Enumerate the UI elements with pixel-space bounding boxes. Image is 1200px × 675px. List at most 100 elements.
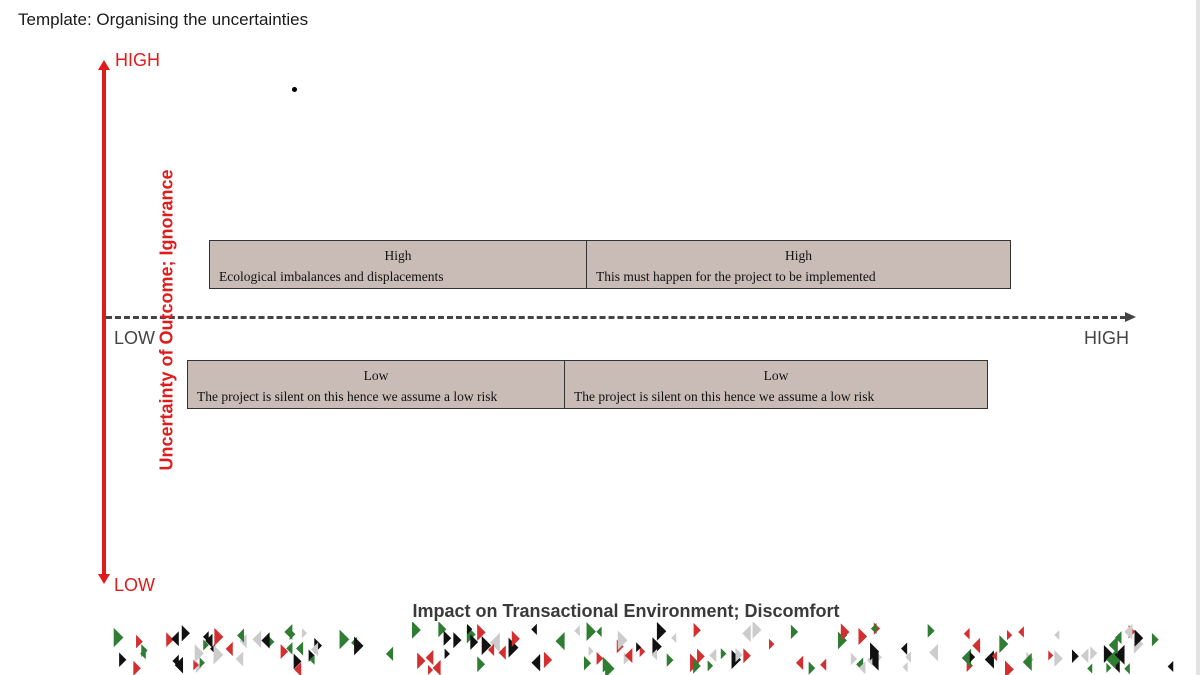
decor-triangle [412, 622, 421, 639]
decor-triangle [432, 659, 441, 675]
decor-triangle [858, 627, 868, 646]
decor-triangle [477, 623, 486, 641]
decor-triangle [927, 623, 935, 638]
uncertainty-cell: Low The project is silent on this hence … [565, 361, 987, 408]
decor-triangle [752, 622, 762, 639]
decor-triangle [795, 655, 804, 671]
y-axis-arrow-up-icon [98, 60, 110, 70]
decor-triangle [961, 648, 972, 668]
decor-triangle [905, 651, 912, 663]
decor-triangle [511, 630, 520, 647]
decor-triangle [969, 651, 976, 663]
page-title: Template: Organising the uncertainties [18, 10, 309, 29]
decor-triangle [1087, 663, 1093, 674]
decor-triangle [311, 642, 319, 657]
decor-triangle [489, 632, 500, 653]
decor-triangle [498, 645, 506, 660]
decor-triangle [543, 651, 553, 669]
cell-level: Low [363, 368, 389, 383]
decor-triangle [720, 648, 727, 660]
y-axis-title: Uncertainty of Outcome; Ignorance [156, 169, 177, 471]
decor-triangle [870, 622, 877, 635]
decor-triangle [583, 655, 592, 671]
decor-triangle [481, 636, 492, 655]
decor-triangle [225, 641, 233, 656]
decor-triangle [237, 628, 245, 643]
decor-triangle [166, 632, 174, 648]
uncertainty-cell: Low The project is silent on this hence … [188, 361, 565, 408]
x-axis-title: Impact on Transactional Environment; Dis… [412, 601, 840, 621]
decor-triangle [213, 644, 224, 665]
decor-triangle [869, 651, 879, 671]
cell-description: The project is silent on this hence we a… [197, 389, 498, 404]
decor-triangle [487, 643, 495, 657]
decor-triangle [1114, 644, 1125, 665]
decor-triangle [1106, 650, 1116, 670]
decor-triangle [133, 660, 141, 675]
decor-triangle [671, 633, 677, 644]
decor-triangle [743, 648, 751, 664]
decor-triangle [1054, 649, 1063, 667]
decor-triangle [1071, 649, 1079, 664]
decor-triangle [1108, 635, 1118, 655]
cell-description: Ecological imbalances and displacements [219, 269, 444, 284]
decor-triangle [339, 629, 350, 650]
decor-triangle [808, 661, 816, 675]
decor-triangle [203, 639, 209, 651]
decor-triangle [624, 647, 633, 664]
decor-triangle [636, 642, 642, 653]
decor-triangle [742, 624, 751, 643]
decor-triangle [194, 644, 204, 663]
decor-triangle [428, 664, 434, 675]
decor-triangle [199, 657, 205, 669]
decor-triangle [666, 653, 674, 667]
decor-triangle [531, 623, 537, 635]
x-axis-high-label: HIGH [1084, 328, 1129, 348]
decor-triangle [1006, 629, 1013, 641]
cell-level: High [384, 248, 412, 263]
decor-triangle [385, 646, 394, 661]
decor-triangle [443, 630, 452, 646]
cell-level: Low [763, 368, 789, 383]
decor-triangle [858, 661, 866, 675]
cell-level: High [785, 248, 812, 263]
uncertainty-row-low: Low The project is silent on this hence … [187, 360, 988, 409]
decor-triangle [531, 653, 541, 672]
decor-triangle [697, 648, 705, 665]
cell-description: This must happen for the project to be i… [596, 269, 876, 284]
decor-triangle [261, 632, 270, 649]
decor-triangle [790, 624, 799, 640]
decor-triangle [1124, 663, 1130, 675]
decor-triangle [902, 661, 908, 673]
decor-triangle [596, 651, 604, 666]
decor-triangle [193, 659, 199, 671]
decor-triangle [293, 653, 302, 670]
decor-triangle [693, 622, 701, 638]
decor-triangle [477, 656, 486, 673]
decor-triangle [707, 660, 714, 672]
y-axis-line [102, 68, 106, 576]
uncertainty-cell: High This must happen for the project to… [587, 241, 1010, 288]
decor-triangle [1090, 646, 1098, 661]
decor-triangle [296, 641, 304, 656]
decor-triangle [286, 642, 293, 655]
decor-triangle [294, 662, 302, 675]
decor-triangle [574, 625, 580, 637]
decor-triangle [453, 632, 462, 649]
decor-triangle [438, 622, 447, 638]
x-axis-low-label: LOW [114, 328, 156, 348]
decor-triangle [444, 648, 450, 660]
decor-triangle [820, 658, 827, 671]
decor-triangle [1106, 662, 1112, 673]
bullet-dot [292, 87, 297, 92]
decor-triangle [555, 632, 565, 651]
decor-triangle [119, 652, 127, 668]
decor-triangle [508, 637, 519, 658]
decor-triangle [235, 651, 244, 667]
decor-triangle [1103, 645, 1113, 663]
decor-triangle [588, 645, 594, 657]
decor-triangle [840, 623, 850, 641]
decor-triangle [354, 636, 364, 656]
decor-triangle [425, 649, 434, 666]
decor-triangle [656, 622, 667, 641]
